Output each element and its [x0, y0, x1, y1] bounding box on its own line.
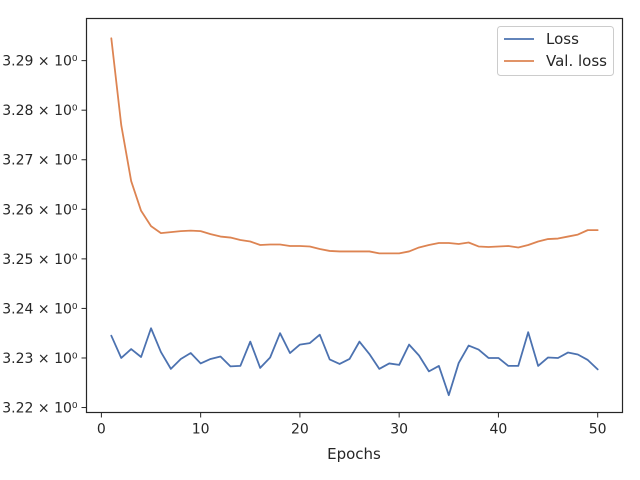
- axes: 0 10 20 30 40 50 3.22 × 10⁰ 3.23 × 10⁰ 3.24 × 10…: [2, 17, 624, 438]
- y-tick-label: 3.24 × 10⁰: [2, 301, 78, 317]
- x-tick-label: 30: [390, 422, 408, 438]
- y-tick-label: 3.27 × 10⁰: [2, 153, 78, 169]
- series-line-val-loss: [110, 37, 599, 255]
- legend-label-val-loss: Val. loss: [546, 52, 607, 70]
- y-tick-label: 3.26 × 10⁰: [2, 202, 78, 218]
- plot-area: [86, 18, 623, 413]
- x-tick-label: 50: [589, 422, 607, 438]
- x-axis-label: Epochs: [327, 445, 381, 463]
- series-line-loss: [110, 327, 599, 397]
- y-tick-label: 3.22 × 10⁰: [2, 401, 78, 417]
- x-tick-label: 0: [97, 422, 106, 438]
- legend: Loss Val. loss: [497, 26, 614, 76]
- axes-frame: [85, 17, 624, 414]
- y-tick-label: 3.23 × 10⁰: [2, 351, 78, 367]
- x-tick-label: 10: [192, 422, 210, 438]
- y-tick-label: 3.25 × 10⁰: [2, 252, 78, 268]
- plot-background: [86, 18, 623, 413]
- series-lines: [110, 37, 599, 397]
- y-tick-label: 3.28 × 10⁰: [2, 103, 78, 119]
- x-tick-label: 20: [291, 422, 309, 438]
- y-tick-label: 3.29 × 10⁰: [2, 54, 78, 70]
- x-tick-label: 40: [490, 422, 508, 438]
- legend-label-loss: Loss: [546, 30, 579, 48]
